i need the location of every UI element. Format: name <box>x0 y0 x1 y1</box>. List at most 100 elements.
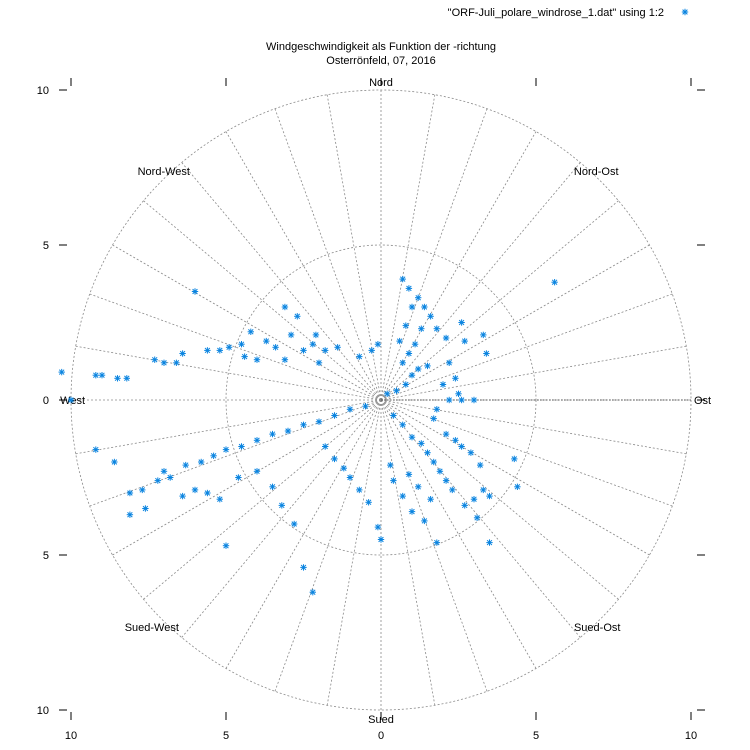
data-point <box>331 412 338 419</box>
data-point <box>452 437 459 444</box>
data-point <box>204 489 211 497</box>
y-tick-label: 5 <box>43 550 49 562</box>
data-point <box>346 474 354 481</box>
data-point <box>399 421 406 428</box>
data-point <box>111 458 118 466</box>
data-point <box>58 368 65 376</box>
legend-label: "ORF-Juli_polare_windrose_1.dat" using 1… <box>448 7 664 19</box>
grid-spoke <box>181 399 382 638</box>
data-point <box>433 325 440 332</box>
data-point <box>424 449 431 456</box>
data-point <box>179 350 186 357</box>
data-point <box>154 477 161 484</box>
data-point <box>449 486 456 494</box>
grid-spoke <box>112 244 382 401</box>
data-point <box>427 496 434 503</box>
data-point <box>309 589 316 596</box>
polar-grid <box>70 89 692 711</box>
scatter-points <box>58 275 558 596</box>
data-point <box>480 486 487 494</box>
data-point <box>160 468 168 475</box>
grid-spoke <box>225 131 382 401</box>
data-point <box>139 486 146 494</box>
data-point <box>374 341 382 348</box>
data-point <box>458 443 465 450</box>
data-point <box>204 347 211 354</box>
data-point <box>446 359 453 366</box>
data-point <box>216 347 223 354</box>
data-point <box>191 288 199 295</box>
data-point <box>455 390 462 397</box>
data-point <box>269 430 276 438</box>
direction-label: Ost <box>694 395 711 407</box>
data-point <box>300 421 307 428</box>
data-point <box>511 455 518 463</box>
data-point <box>253 356 261 363</box>
data-point <box>356 353 363 360</box>
data-point <box>415 294 422 301</box>
data-point <box>461 502 468 509</box>
data-point <box>377 536 385 543</box>
data-point <box>173 359 180 366</box>
data-point <box>470 396 478 404</box>
data-point <box>300 564 307 571</box>
data-point <box>486 539 493 546</box>
data-point <box>374 523 382 531</box>
data-point <box>263 337 270 345</box>
grid-spoke <box>380 162 581 401</box>
x-tick-label: 0 <box>378 730 384 742</box>
data-point <box>126 489 134 497</box>
data-point <box>322 347 329 354</box>
data-point <box>433 406 440 413</box>
x-tick-label: 5 <box>223 730 229 742</box>
data-point <box>340 465 347 472</box>
data-point <box>123 375 130 382</box>
y-tick-label: 0 <box>43 395 49 407</box>
data-point <box>300 347 307 354</box>
data-point <box>421 517 428 525</box>
data-point <box>179 492 186 500</box>
data-point <box>322 443 329 450</box>
data-point <box>238 443 245 450</box>
data-point <box>433 539 440 546</box>
data-point <box>405 350 413 357</box>
chart-subtitle: Osterrönfeld, 07, 2016 <box>326 55 435 67</box>
data-point <box>334 344 341 351</box>
data-point <box>222 446 230 453</box>
data-point <box>315 359 323 366</box>
data-point <box>331 455 338 463</box>
legend: "ORF-Juli_polare_windrose_1.dat" using 1… <box>448 7 689 19</box>
data-point <box>458 396 465 404</box>
data-point <box>253 437 261 444</box>
data-point <box>309 341 316 348</box>
data-point <box>126 511 134 518</box>
data-point <box>198 458 205 466</box>
data-point <box>142 505 149 512</box>
data-point <box>210 452 217 459</box>
data-point <box>439 381 447 388</box>
data-point <box>408 434 416 441</box>
data-point <box>467 449 475 456</box>
data-point <box>269 483 276 490</box>
data-point <box>430 415 437 422</box>
data-point <box>390 477 397 484</box>
data-point <box>225 344 233 351</box>
data-point <box>415 365 422 373</box>
data-point <box>430 458 437 466</box>
data-point <box>294 313 301 320</box>
data-point <box>281 303 289 311</box>
grid-spoke <box>380 131 537 401</box>
y-tick-label: 10 <box>37 705 49 717</box>
direction-label: Nord-Ost <box>574 166 619 178</box>
data-point <box>458 319 465 326</box>
data-point <box>418 325 425 332</box>
data-point <box>402 322 409 329</box>
data-point <box>452 375 459 382</box>
x-tick-label: 10 <box>65 730 77 742</box>
data-point <box>222 542 230 549</box>
data-point <box>281 356 289 363</box>
data-point <box>247 328 254 335</box>
data-point <box>114 375 121 382</box>
data-point <box>514 483 521 490</box>
data-point <box>287 331 295 339</box>
